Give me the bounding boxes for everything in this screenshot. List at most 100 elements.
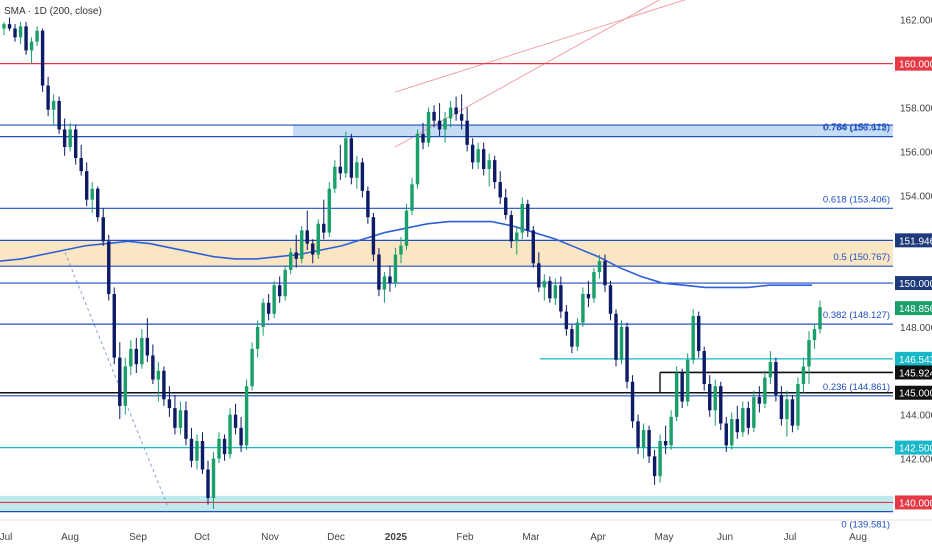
candle-body bbox=[652, 456, 657, 477]
candle-body bbox=[691, 315, 695, 360]
candle-body bbox=[228, 414, 232, 455]
candle-body bbox=[277, 285, 282, 297]
candle-body bbox=[564, 311, 569, 330]
candle-body bbox=[570, 329, 574, 347]
candle-body bbox=[134, 348, 139, 365]
candle-body bbox=[250, 348, 254, 387]
candle-body bbox=[476, 149, 480, 163]
candle-body bbox=[167, 399, 172, 409]
candle-body bbox=[184, 410, 188, 439]
candle-body bbox=[614, 313, 618, 360]
candle-body bbox=[487, 160, 491, 169]
candle-body bbox=[785, 399, 789, 420]
candle-body bbox=[504, 197, 508, 216]
candle-body bbox=[492, 160, 497, 183]
candle-body bbox=[812, 329, 817, 341]
x-tick-label: Jul bbox=[784, 532, 797, 543]
x-tick-label: Jul bbox=[0, 532, 12, 543]
candle-body bbox=[779, 394, 784, 420]
candle-body bbox=[145, 337, 150, 356]
candle-body bbox=[222, 438, 227, 455]
candles bbox=[2, 17, 822, 510]
candle-body bbox=[244, 386, 249, 446]
candle-body bbox=[255, 326, 260, 349]
x-tick-label: Aug bbox=[61, 532, 79, 543]
fib-zone-top bbox=[293, 125, 893, 137]
candle-body bbox=[542, 280, 547, 288]
candle-body bbox=[680, 372, 684, 402]
candle-body bbox=[663, 441, 668, 446]
candle-body bbox=[239, 427, 243, 446]
price-badge bbox=[895, 276, 932, 291]
candle-body bbox=[498, 182, 502, 198]
candle-body bbox=[107, 241, 111, 295]
x-tick-label: Oct bbox=[194, 532, 210, 543]
price-badge bbox=[895, 385, 932, 400]
candle-body bbox=[548, 280, 552, 299]
trendline-upper bbox=[394, 0, 686, 93]
dashed-fib-line bbox=[64, 252, 169, 508]
candle-body bbox=[217, 438, 221, 459]
last-price-badge bbox=[895, 301, 932, 316]
candle-body bbox=[195, 441, 199, 461]
candle-body bbox=[774, 362, 778, 395]
x-tick-label: Jun bbox=[717, 532, 733, 543]
candle-body bbox=[719, 386, 723, 424]
candle-body bbox=[410, 184, 414, 211]
candle-body bbox=[636, 421, 640, 448]
candle-body bbox=[796, 383, 800, 426]
y-tick-label: 162.000 bbox=[900, 16, 932, 27]
candle-body bbox=[79, 157, 83, 172]
price-badge bbox=[895, 495, 932, 510]
candle-body bbox=[211, 458, 216, 499]
candle-body bbox=[200, 441, 205, 470]
y-tick-label: 156.000 bbox=[900, 147, 932, 158]
candle-body bbox=[156, 370, 161, 380]
candle-body bbox=[481, 149, 486, 169]
candle-body bbox=[630, 381, 635, 422]
candle-body bbox=[537, 263, 541, 288]
indicator-legend: SMA · 1D (200, close) bbox=[4, 6, 102, 17]
candle-body bbox=[741, 408, 745, 433]
candle-body bbox=[366, 190, 370, 218]
price-badge-label: 142.500 bbox=[899, 444, 932, 455]
candle-body bbox=[807, 340, 811, 367]
price-badge bbox=[895, 351, 932, 366]
candle-body bbox=[266, 302, 271, 314]
candle-body bbox=[7, 24, 12, 29]
candle-body bbox=[724, 423, 728, 446]
candle-body bbox=[112, 294, 116, 358]
candle-body bbox=[437, 120, 442, 130]
candle-body bbox=[465, 120, 469, 145]
candle-body bbox=[51, 100, 56, 110]
candle-body bbox=[603, 261, 607, 286]
x-tick-label: May bbox=[655, 532, 674, 543]
candle-body bbox=[768, 362, 773, 378]
candle-body bbox=[311, 243, 315, 255]
fib-label: 0.382 (148.127) bbox=[823, 310, 890, 321]
candle-body bbox=[735, 419, 740, 433]
candle-body bbox=[333, 166, 337, 189]
x-tick-label: Dec bbox=[327, 532, 345, 543]
fib-label: 0.236 (144.861) bbox=[823, 382, 890, 393]
candle-body bbox=[619, 326, 624, 360]
candle-body bbox=[641, 430, 646, 448]
candle-body bbox=[432, 111, 436, 121]
candle-body bbox=[206, 469, 210, 499]
candle-body bbox=[669, 416, 673, 446]
y-tick-label: 142.000 bbox=[900, 455, 932, 466]
candle-body bbox=[189, 438, 194, 461]
candle-body bbox=[559, 285, 563, 312]
candle-body bbox=[151, 355, 155, 380]
candle-body bbox=[581, 294, 585, 323]
candle-body bbox=[730, 419, 734, 446]
candle-body bbox=[233, 414, 238, 428]
candle-body bbox=[713, 386, 717, 411]
candle-body bbox=[509, 215, 513, 242]
candle-body bbox=[18, 26, 23, 38]
candle-body bbox=[35, 30, 39, 42]
candle-body bbox=[393, 254, 398, 284]
candle-body bbox=[40, 30, 45, 86]
